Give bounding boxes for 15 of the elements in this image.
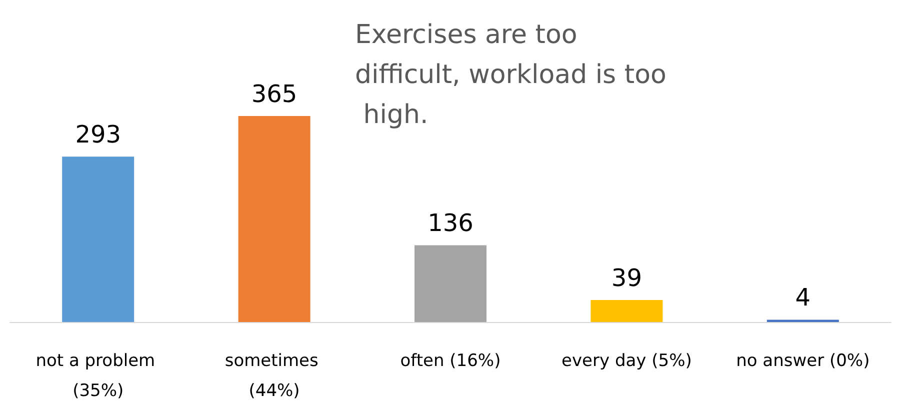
x-tick-label: not a problem (35%) <box>36 351 161 401</box>
data-label: 136 <box>428 209 474 238</box>
bar <box>414 245 486 322</box>
bar <box>590 300 663 322</box>
data-label: 293 <box>75 120 122 149</box>
x-tick-label: every day (5%) <box>562 351 692 371</box>
data-label: 39 <box>611 264 642 292</box>
data-label: 4 <box>795 284 811 312</box>
bar <box>238 116 310 322</box>
x-tick-label: no answer (0%) <box>736 351 870 371</box>
x-tick-label: sometimes (44%) <box>224 351 324 401</box>
data-label: 365 <box>251 80 298 108</box>
chart-title: Exercises are too difficult, workload is too high. <box>355 20 666 130</box>
bar <box>62 156 134 322</box>
x-tick-label: often (16%) <box>400 351 501 371</box>
